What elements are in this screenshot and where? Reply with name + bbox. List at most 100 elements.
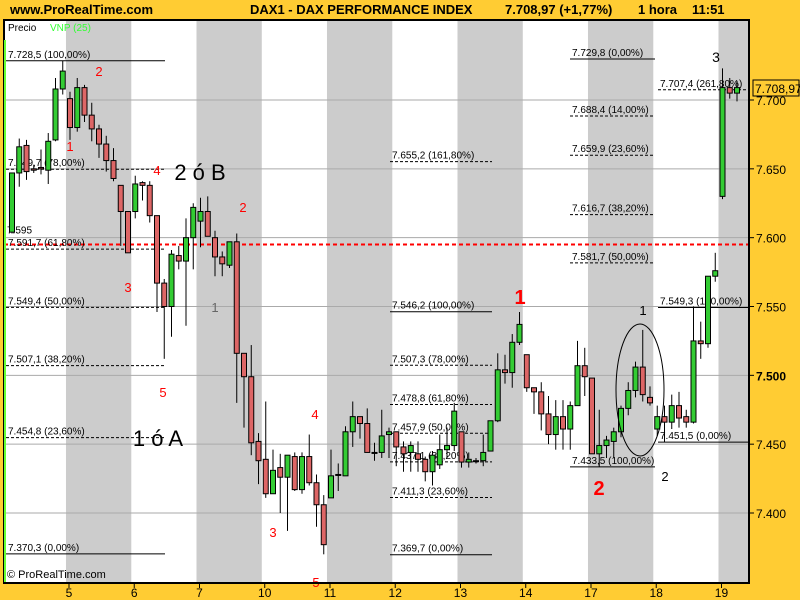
x-tick-label: 6 <box>131 586 138 600</box>
candle-down <box>357 416 363 439</box>
candle-body <box>567 405 574 430</box>
candle-body <box>531 387 537 393</box>
fib-label: 7.451,5 (0,00%) <box>660 431 731 442</box>
candle-down <box>589 377 595 455</box>
candle-down <box>400 441 407 472</box>
candle-body <box>668 405 675 423</box>
candle-down <box>560 400 566 450</box>
candle-body <box>320 504 327 546</box>
candle-body <box>357 416 363 425</box>
day-band-13 <box>457 20 523 583</box>
candle-down <box>255 433 262 485</box>
candle-down <box>538 382 545 431</box>
wave-label: 1 <box>66 139 73 154</box>
candle-body <box>161 282 168 308</box>
candle-body <box>639 366 646 396</box>
candle-up <box>625 382 632 416</box>
candle-up <box>378 409 385 458</box>
wave-label: 1 <box>514 287 525 309</box>
candle-up <box>74 77 81 132</box>
candle-body <box>545 413 552 436</box>
candle-up <box>603 435 610 458</box>
wave-label: 1 <box>639 303 646 318</box>
candle-body <box>407 445 414 453</box>
candle-body <box>103 143 110 162</box>
y-tick-label: 7.700 <box>756 94 786 108</box>
y-tick-label: 7.450 <box>756 438 786 452</box>
site-title: www.ProRealTime.com <box>9 2 153 17</box>
candle-up <box>690 306 697 424</box>
candle-body <box>415 453 421 460</box>
candle-down <box>647 386 653 406</box>
candle-down <box>313 474 320 527</box>
candle-body <box>364 423 371 453</box>
fib-label: 7.411,3 (23,60%) <box>392 486 468 497</box>
candle-down <box>103 135 110 172</box>
candle-body <box>444 445 450 451</box>
candle-down <box>683 409 690 428</box>
candle-body <box>487 420 494 452</box>
fib-label: 7.369,7 (0,00%) <box>392 544 463 555</box>
candle-body <box>494 369 501 422</box>
candle-up <box>451 402 458 452</box>
candle-body <box>690 340 697 423</box>
candle-body <box>132 183 139 213</box>
candle-down <box>146 181 153 223</box>
candle-down <box>23 139 30 180</box>
y-axis: 7.400 7.450 7.500 7.550 7.600 7.650 7.700 <box>749 94 786 521</box>
candle-up <box>429 451 436 486</box>
fib-label: 7.546,2 (100,00%) <box>392 301 474 312</box>
candle-body <box>125 211 131 254</box>
candle-down <box>38 149 44 175</box>
fib-label: 7.729,8 (0,00%) <box>572 48 643 59</box>
candle-down <box>233 233 240 403</box>
candle-up <box>705 275 711 348</box>
candle-up <box>183 218 189 326</box>
candle-body <box>59 70 66 90</box>
fib-label: 7.707,4 (261,80%) <box>660 79 742 90</box>
clock-time: 11:51 <box>692 2 725 17</box>
candle-body <box>139 182 146 186</box>
candle-body <box>509 341 516 374</box>
wave-label: 1 <box>211 300 218 315</box>
candle-body <box>299 456 305 491</box>
candle-body <box>175 255 182 262</box>
candle-body <box>45 140 52 171</box>
wave-label: 4 <box>153 163 160 178</box>
day-band-11 <box>326 20 393 583</box>
candle-down <box>175 245 182 270</box>
candle-down <box>277 453 284 514</box>
candle-body <box>270 469 276 495</box>
fib-label: 7.478,8 (61,80%) <box>392 394 469 405</box>
fib-label: 7.591,7 (61,80%) <box>8 238 85 249</box>
candle-down <box>502 354 508 384</box>
candle-up <box>480 434 487 467</box>
candle-down <box>125 211 131 254</box>
candle-body <box>451 410 458 447</box>
candle-down <box>154 215 160 313</box>
fib-label: 7.549,3 (100,00%) <box>660 296 742 307</box>
candle-down <box>248 345 255 456</box>
candle-body <box>183 237 189 262</box>
candle-down <box>139 181 146 201</box>
candle-down <box>676 391 682 428</box>
candle-body <box>422 458 429 473</box>
candle-down <box>697 321 704 359</box>
candle-up <box>328 449 334 499</box>
candle-body <box>241 352 247 378</box>
candle-body <box>190 206 197 239</box>
candle-up <box>59 60 66 95</box>
candle-body <box>255 440 262 462</box>
price-tag-label: 7.708,97 <box>755 82 800 96</box>
y-tick-label: 7.500 <box>756 369 786 383</box>
candle-body <box>436 449 443 466</box>
candle-up <box>386 427 392 458</box>
candle-body <box>30 168 37 171</box>
wave-label: 3 <box>269 525 276 540</box>
candle-body <box>38 166 44 170</box>
candle-up <box>284 454 291 531</box>
candle-body <box>226 241 233 266</box>
candle-body <box>96 128 102 145</box>
x-tick-label: 10 <box>258 586 272 600</box>
